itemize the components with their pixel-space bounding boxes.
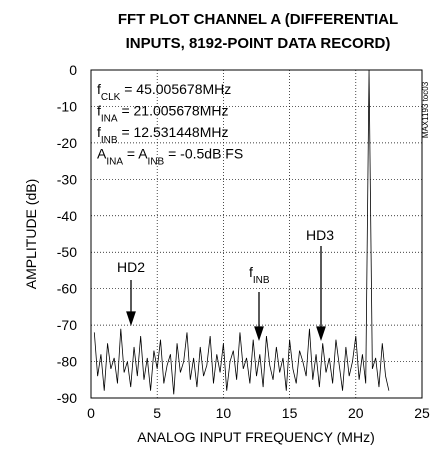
x-axis-title: ANALOG INPUT FREQUENCY (MHz)	[137, 429, 375, 445]
text-part: INA	[106, 156, 123, 167]
text-part: = 45.005678MHz	[120, 81, 231, 97]
annotation: fINB = 12.531448MHz	[97, 124, 228, 146]
x-tick-label: 5	[153, 405, 161, 421]
text-part: INB	[101, 135, 118, 146]
text-part: A	[97, 146, 107, 162]
text-part: INA	[101, 113, 118, 124]
arrowhead	[254, 326, 264, 342]
x-tick-label: 0	[87, 405, 95, 421]
x-tick-label: 10	[216, 405, 232, 421]
y-tick-label: -20	[57, 135, 77, 151]
y-axis-title: AMPLITUDE (dB)	[23, 179, 39, 289]
y-tick-label: -70	[57, 317, 77, 333]
text-part: f	[97, 103, 101, 119]
text-part: INB	[148, 156, 165, 167]
text-part: = -0.5dB FS	[164, 146, 243, 162]
y-tick-label: -30	[57, 171, 77, 187]
marker-label: HD3	[306, 227, 334, 243]
arrowhead	[316, 326, 326, 342]
x-tick-label: 15	[282, 405, 298, 421]
annotation: fCLK = 45.005678MHz	[97, 81, 231, 103]
annotation: fINA = 21.005678MHz	[97, 103, 228, 125]
text-part: = 21.005678MHz	[118, 103, 229, 119]
text-part: f	[249, 264, 253, 280]
text-part: = A	[123, 146, 148, 162]
text-part: f	[97, 81, 101, 97]
x-tick-label: 20	[348, 405, 364, 421]
arrowhead	[126, 311, 136, 327]
marker-label: fINB	[249, 264, 270, 286]
y-tick-label: -80	[57, 354, 77, 370]
text-part: INB	[253, 275, 270, 286]
y-tick-label: -60	[57, 281, 77, 297]
y-tick-label: -10	[57, 98, 77, 114]
y-tick-label: -50	[57, 244, 77, 260]
annotation: AINA = AINB = -0.5dB FS	[97, 146, 243, 168]
text-part: f	[97, 124, 101, 140]
text-part: HD3	[306, 227, 334, 243]
y-tick-label: -90	[57, 390, 77, 406]
text-part: CLK	[101, 92, 121, 103]
figure-note: MAX1193 toc03	[421, 81, 430, 138]
plot-frame	[90, 69, 423, 399]
arrows	[126, 246, 326, 342]
marker-label: HD2	[117, 259, 145, 275]
text-part: = 12.531448MHz	[118, 124, 229, 140]
chart-title: FFT PLOT CHANNEL A (DIFFERENTIAL	[118, 11, 398, 28]
spectrum-line	[93, 69, 390, 395]
y-tick-label: 0	[69, 62, 77, 78]
plot-area	[90, 69, 423, 399]
y-tick-label: -40	[57, 208, 77, 224]
x-tick-label: 25	[414, 405, 430, 421]
text-part: HD2	[117, 259, 145, 275]
chart-subtitle: INPUTS, 8192-POINT DATA RECORD)	[126, 35, 391, 52]
